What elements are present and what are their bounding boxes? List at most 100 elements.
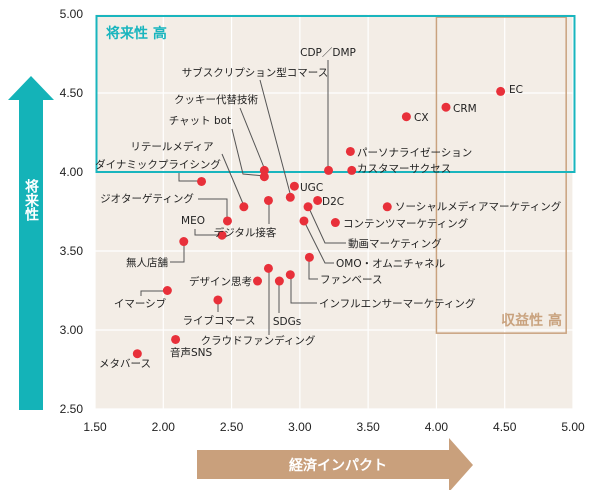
x-tick-label: 3.50: [356, 420, 380, 434]
data-point: [162, 286, 172, 295]
data-point: [496, 86, 506, 96]
data-point: [289, 181, 299, 191]
point-label: D2C: [322, 196, 344, 208]
leader-line: [308, 257, 318, 280]
x-tick-label: 5.00: [561, 420, 585, 434]
data-point: [179, 237, 189, 247]
data-point: [132, 349, 142, 359]
point-label: 音声SNS: [170, 346, 213, 359]
leader-line: [221, 153, 245, 207]
point-label: カスタマーサクセス: [357, 163, 451, 175]
leader-line: [290, 275, 317, 304]
leader-line: [194, 229, 222, 236]
point-label: ライブコマース: [183, 314, 256, 327]
data-point: [274, 276, 284, 286]
data-point: [345, 146, 355, 156]
data-point: [213, 295, 223, 305]
leader-line: [198, 198, 228, 221]
y-tick-label: 3.50: [60, 244, 84, 258]
data-point: [441, 102, 451, 112]
point-label: ダイナミックプライシング: [95, 158, 221, 171]
leader-line: [239, 107, 266, 171]
data-point: [330, 218, 340, 228]
data-point: [253, 276, 263, 286]
point-label: パーソナライゼーション: [357, 147, 472, 159]
y-axis-arrow: 将来性: [8, 76, 54, 410]
data-point: [324, 165, 334, 175]
point-label: 動画マーケティング: [348, 237, 442, 250]
point-label: CDP／DMP: [300, 47, 356, 59]
point-label: 無人店舗: [126, 256, 168, 269]
point-label: サブスクリプション型コマース: [182, 66, 328, 79]
point-label: SDGs: [273, 316, 301, 328]
y-tick-label: 2.50: [60, 402, 84, 416]
point-label: OMO・オムニチャネル: [336, 258, 445, 270]
region-label-profit: 収益性 高: [501, 312, 562, 329]
x-tick-label: 2.00: [152, 420, 176, 434]
data-point: [222, 216, 232, 226]
point-label: インフルエンサーマーケティング: [319, 297, 476, 310]
data-point: [263, 195, 273, 205]
data-point: [299, 216, 309, 226]
data-point: [217, 230, 227, 240]
x-tick-label: 4.50: [493, 420, 517, 434]
data-point: [285, 192, 295, 202]
point-label: コンテンツマーケティング: [343, 217, 469, 230]
data-point: [239, 202, 249, 212]
region-label-future: 将来性 高: [106, 25, 167, 42]
data-point: [259, 165, 269, 175]
leader-lines: [140, 60, 346, 335]
point-label: デザイン思考: [189, 275, 252, 288]
leader-line: [178, 173, 201, 182]
point-label: チャット bot: [169, 115, 231, 127]
y-tick-label: 4.00: [60, 165, 84, 179]
y-tick-label: 5.00: [60, 7, 84, 21]
x-tick-label: 1.50: [83, 420, 107, 434]
data-point: [313, 195, 323, 205]
point-label: クッキー代替技術: [174, 93, 258, 106]
data-point: [285, 270, 295, 280]
x-tick-label: 2.50: [220, 420, 244, 434]
point-label: UGC: [300, 182, 323, 194]
data-point: [347, 165, 357, 175]
point-label: メタバース: [99, 358, 151, 370]
y-axis-label: 将来性: [23, 178, 40, 221]
x-axis-arrow: 経済インパクト: [197, 438, 473, 490]
leader-line: [259, 79, 292, 198]
point-label: EC: [509, 84, 523, 96]
leader-line: [231, 128, 266, 177]
leader-line: [170, 241, 185, 263]
point-label: ソーシャルメディアマーケティング: [395, 200, 562, 213]
grid: [94, 13, 574, 410]
x-axis-label: 経済インパクト: [289, 457, 387, 474]
region-high-profit: [435, 16, 567, 334]
points: [132, 86, 506, 359]
x-tick-label: 4.00: [425, 420, 449, 434]
point-label: クラウドファンディング: [201, 334, 316, 347]
point-label: CRM: [453, 103, 477, 115]
y-tick-label: 3.00: [60, 323, 84, 337]
leader-line: [140, 290, 167, 296]
x-tick-label: 3.00: [288, 420, 312, 434]
data-point: [303, 202, 313, 212]
data-point: [263, 263, 273, 273]
point-label: イマーシブ: [114, 297, 167, 310]
tick-labels: 1.50 2.00 2.50 3.00 3.50 4.00 4.50 5.00 2.50 3.00…: [60, 7, 585, 434]
leader-line: [303, 220, 334, 264]
point-label: リテールメディア: [130, 140, 213, 153]
point-label: MEO: [181, 215, 205, 227]
data-point: [259, 172, 269, 182]
point-label: ファンベース: [320, 274, 382, 286]
point-label: CX: [414, 112, 429, 124]
data-point: [171, 334, 181, 344]
data-point: [382, 202, 392, 212]
data-point: [401, 112, 411, 122]
leader-line: [307, 205, 346, 244]
y-tick-label: 4.50: [60, 86, 84, 100]
point-label: ジオターゲティング: [100, 192, 194, 205]
region-high-future: [95, 15, 576, 173]
data-point: [197, 176, 207, 186]
